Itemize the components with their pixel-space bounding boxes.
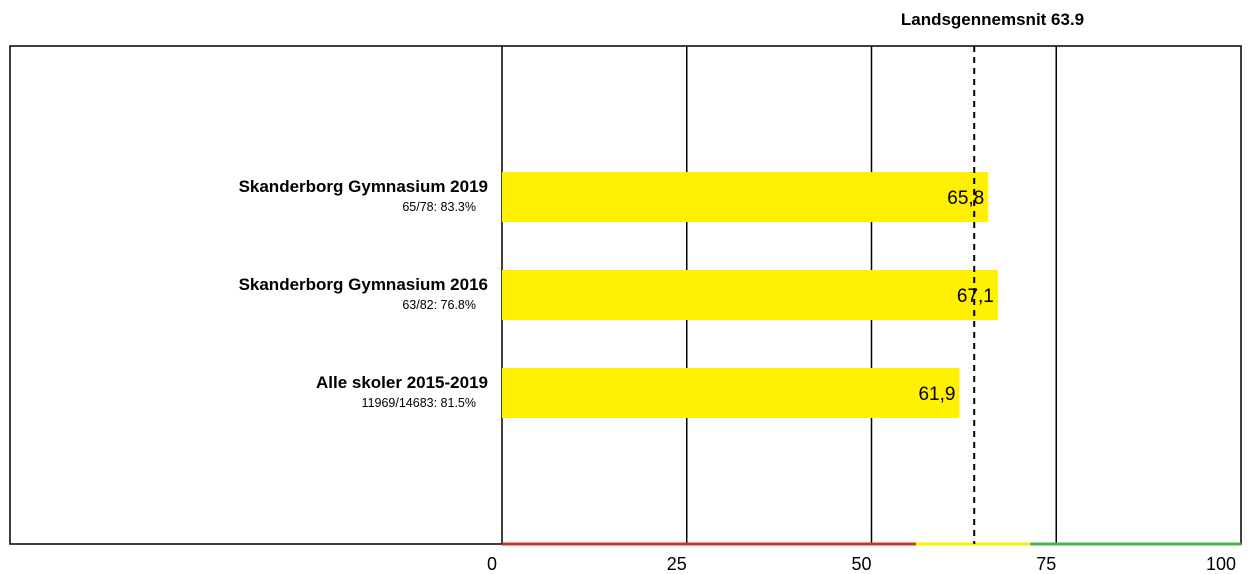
bar-value-label: 65,8 — [947, 188, 984, 209]
category-sublabel: 11969/14683: 81.5% — [362, 396, 476, 410]
x-tick-label: 100 — [1206, 554, 1236, 574]
x-tick-label: 25 — [667, 554, 687, 574]
bar — [502, 270, 998, 320]
bar — [502, 172, 989, 222]
bars: 65,8 67,1 61,9 — [502, 172, 998, 418]
category-sublabel: 63/82: 76.8% — [402, 298, 476, 312]
bar-value-label: 67,1 — [957, 286, 994, 307]
category-label: Skanderborg Gymnasium 2019 — [239, 177, 488, 196]
category-label: Skanderborg Gymnasium 2016 — [239, 275, 488, 294]
bar — [502, 368, 960, 418]
category-labels: Skanderborg Gymnasium 2019 65/78: 83.3% Sk… — [239, 177, 488, 410]
x-tick-label: 75 — [1036, 554, 1056, 574]
category-sublabel: 65/78: 83.3% — [402, 200, 476, 214]
reference-line-title: Landsgennemsnit 63.9 — [900, 10, 1085, 29]
x-tick-label: 50 — [851, 554, 871, 574]
bar-value-label: 61,9 — [918, 384, 955, 405]
x-tick-label: 0 — [487, 554, 497, 574]
category-label: Alle skoler 2015-2019 — [316, 373, 488, 392]
x-tick-labels: 0 25 50 75 100 — [487, 554, 1236, 574]
